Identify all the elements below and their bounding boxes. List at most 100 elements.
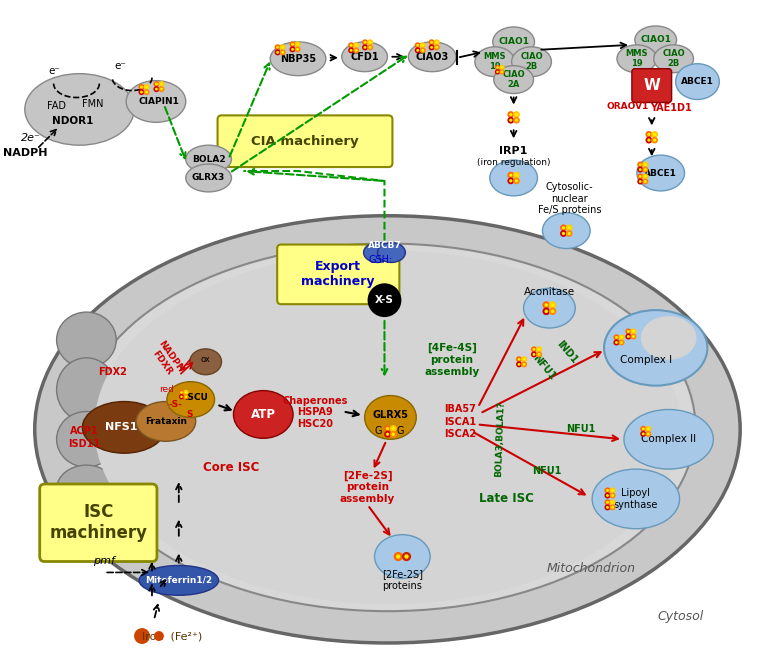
Circle shape <box>435 46 438 49</box>
Circle shape <box>606 494 609 497</box>
Circle shape <box>618 335 624 341</box>
Ellipse shape <box>617 45 657 73</box>
Text: FMN: FMN <box>81 100 103 110</box>
Circle shape <box>290 46 296 52</box>
Circle shape <box>568 226 571 230</box>
Circle shape <box>420 48 425 53</box>
Circle shape <box>618 339 624 345</box>
Text: BOLA2: BOLA2 <box>192 154 226 164</box>
Circle shape <box>611 501 614 504</box>
Text: NADPH
FDXR: NADPH FDXR <box>147 339 184 380</box>
Ellipse shape <box>511 47 551 77</box>
Text: GLRX3: GLRX3 <box>192 174 225 182</box>
Circle shape <box>560 224 567 231</box>
Circle shape <box>647 432 650 436</box>
Circle shape <box>515 113 518 116</box>
Circle shape <box>349 49 353 51</box>
Text: Cytosol: Cytosol <box>657 610 703 622</box>
Ellipse shape <box>82 401 166 453</box>
Text: Mitochondrion: Mitochondrion <box>547 562 636 575</box>
Ellipse shape <box>186 145 231 173</box>
Circle shape <box>362 44 368 50</box>
Circle shape <box>179 389 184 395</box>
Text: [4Fe-4S]
protein
assembly: [4Fe-4S] protein assembly <box>425 343 480 377</box>
Circle shape <box>604 504 611 510</box>
Text: Late ISC: Late ISC <box>479 492 534 506</box>
Circle shape <box>645 137 652 143</box>
Circle shape <box>509 180 512 182</box>
Circle shape <box>291 48 294 51</box>
Ellipse shape <box>637 155 684 191</box>
Text: -S-: -S- <box>169 400 183 409</box>
Ellipse shape <box>25 74 134 145</box>
Circle shape <box>369 41 372 44</box>
Circle shape <box>538 353 541 356</box>
Circle shape <box>296 43 299 46</box>
Ellipse shape <box>186 164 231 192</box>
Text: pmf: pmf <box>94 556 115 566</box>
Text: ISD11: ISD11 <box>68 440 101 449</box>
Circle shape <box>641 426 646 432</box>
Circle shape <box>536 346 542 352</box>
Circle shape <box>606 506 609 509</box>
Circle shape <box>642 174 648 180</box>
Circle shape <box>185 391 187 393</box>
Circle shape <box>184 394 189 399</box>
Text: Mitoferrin1/2: Mitoferrin1/2 <box>145 576 213 585</box>
FancyBboxPatch shape <box>217 115 392 167</box>
Circle shape <box>363 41 366 44</box>
Text: CIAO
2B: CIAO 2B <box>520 52 543 71</box>
Ellipse shape <box>57 411 116 467</box>
Circle shape <box>158 86 164 92</box>
Text: ISCU: ISCU <box>184 393 207 402</box>
Circle shape <box>353 48 359 53</box>
Circle shape <box>296 48 299 51</box>
Text: ISC
machinery: ISC machinery <box>49 504 147 542</box>
Text: BOLA3,BOLA1?: BOLA3,BOLA1? <box>494 401 505 477</box>
Circle shape <box>429 44 435 50</box>
Text: Lipoyl
synthase: Lipoyl synthase <box>614 488 658 510</box>
Ellipse shape <box>190 349 221 375</box>
Circle shape <box>521 356 527 362</box>
Circle shape <box>513 111 520 118</box>
Circle shape <box>645 426 651 432</box>
Ellipse shape <box>35 216 740 643</box>
Text: (iron regulation): (iron regulation) <box>477 158 551 166</box>
Circle shape <box>280 44 286 50</box>
Circle shape <box>614 339 620 345</box>
Circle shape <box>275 44 280 50</box>
Circle shape <box>611 494 614 497</box>
Circle shape <box>154 81 160 87</box>
Circle shape <box>639 168 642 171</box>
Circle shape <box>639 175 642 178</box>
Ellipse shape <box>494 66 534 94</box>
Ellipse shape <box>363 243 392 263</box>
Circle shape <box>549 308 556 315</box>
Circle shape <box>645 431 651 437</box>
Ellipse shape <box>375 535 430 578</box>
Circle shape <box>367 40 373 46</box>
Circle shape <box>355 49 358 51</box>
Circle shape <box>513 178 520 184</box>
Text: NBP35: NBP35 <box>280 53 316 64</box>
Ellipse shape <box>233 391 293 438</box>
Ellipse shape <box>624 409 713 469</box>
Circle shape <box>144 89 150 95</box>
Circle shape <box>434 44 440 50</box>
Circle shape <box>513 172 520 178</box>
Text: ATP: ATP <box>251 408 276 421</box>
Circle shape <box>642 432 644 436</box>
Text: CIAO3: CIAO3 <box>415 51 449 62</box>
Circle shape <box>349 44 353 47</box>
Text: Core ISC: Core ISC <box>204 461 260 474</box>
Text: CIAO
2B: CIAO 2B <box>662 49 685 69</box>
Circle shape <box>509 119 512 122</box>
Circle shape <box>348 48 354 53</box>
Circle shape <box>185 395 187 398</box>
Text: ABCE1: ABCE1 <box>644 168 677 178</box>
Circle shape <box>513 117 520 123</box>
Text: CIA machinery: CIA machinery <box>251 135 359 148</box>
Circle shape <box>625 333 631 339</box>
Circle shape <box>606 501 609 504</box>
Circle shape <box>631 329 637 335</box>
